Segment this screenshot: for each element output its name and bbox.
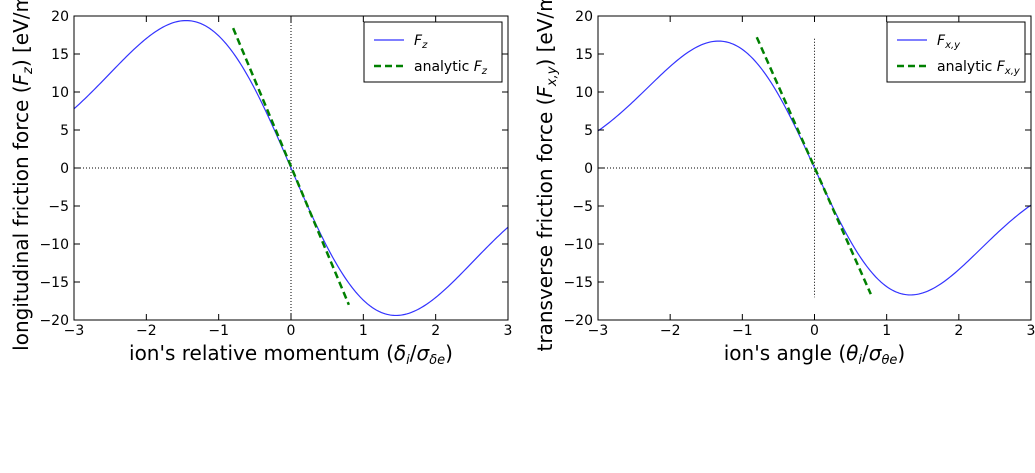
series-line-0 [74,19,508,317]
y-tick-label: −10 [563,237,593,253]
legend: Fx,y analytic Fx,y [886,21,1026,83]
y-tick-label: 0 [584,161,593,177]
x-tick-label: 1 [882,323,891,339]
y-tick-label: 5 [60,123,69,139]
y-axis-label: longitudinal friction force (Fz) [eV/m] [9,0,36,351]
x-tick-label: 0 [287,323,296,339]
y-tick-label: 5 [584,123,593,139]
x-axis-label: ion's relative momentum (δi/σδe) [129,341,453,368]
y-axis-label: transverse friction force (Fx,y) [eV/m] [533,0,560,351]
x-tick-label: 3 [1027,323,1035,339]
x-tick-label: 3 [504,323,513,339]
x-tick-label: 1 [359,323,368,339]
x-tick-label: 2 [431,323,440,339]
legend-label-1: analytic Fz [414,59,488,77]
x-axis-label: ion's angle (θi/σθe) [724,341,905,368]
y-tick-label: −20 [39,313,69,329]
y-tick-label: 15 [575,47,593,63]
y-tick-label: −10 [39,237,69,253]
plot-area [598,36,1031,296]
y-tick-label: 0 [60,161,69,177]
x-tick-label: −3 [64,323,85,339]
y-tick-label: −5 [48,199,69,215]
x-tick-label: −3 [588,323,609,339]
x-tick-label: −1 [208,323,229,339]
legend-box [886,21,1026,83]
series-line-1 [755,36,872,295]
x-tick-label: −2 [136,323,157,339]
y-tick-label: −5 [572,199,593,215]
series-line-0 [598,40,1031,296]
legend-box [363,21,503,83]
x-tick-label: 2 [954,323,963,339]
y-tick-label: −15 [39,275,69,291]
plot-area [74,19,508,317]
y-tick-label: 15 [51,47,69,63]
legend-label-0: Fz [414,33,428,51]
x-tick-label: −1 [732,323,753,339]
legend: Fz analytic Fz [363,21,503,83]
y-tick-label: 20 [51,9,69,25]
y-tick-label: 20 [575,9,593,25]
y-tick-label: −15 [563,275,593,291]
y-tick-label: −20 [563,313,593,329]
x-tick-label: −2 [660,323,681,339]
x-tick-label: 0 [810,323,819,339]
legend-label-1: analytic Fx,y [937,59,1021,77]
y-tick-label: 10 [575,85,593,101]
y-tick-label: 10 [51,85,69,101]
legend-label-0: Fx,y [937,33,961,51]
series-line-1 [231,27,351,306]
